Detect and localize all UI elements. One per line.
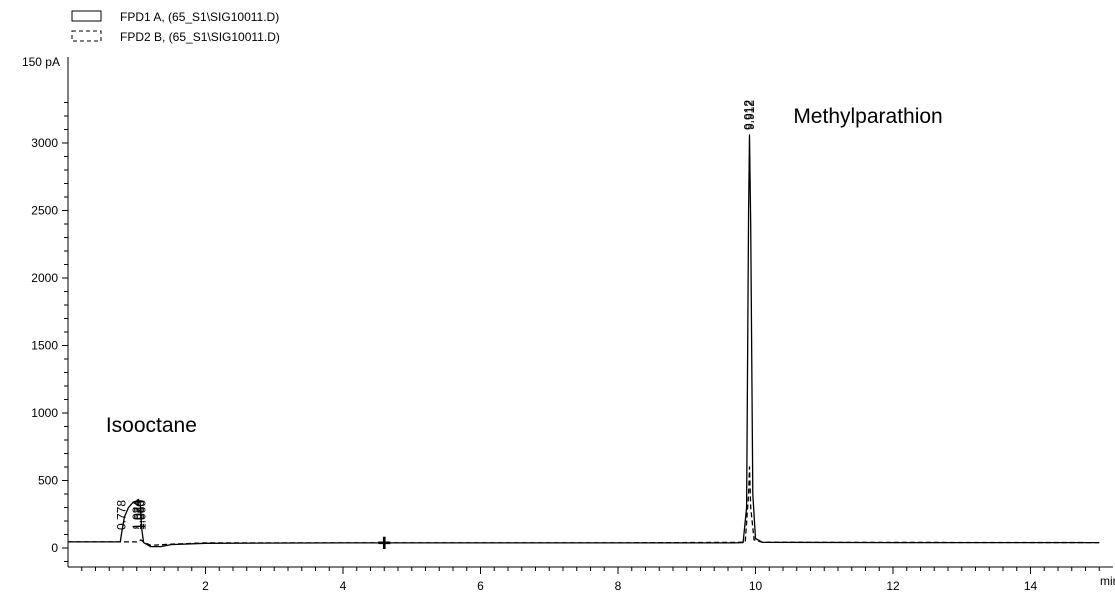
x-tick-label: 4	[340, 579, 347, 593]
peak-label: 1.060	[134, 500, 148, 530]
x-axis-unit-label: min	[1100, 574, 1115, 588]
y-tick-label: 3000	[31, 136, 58, 150]
chart-axes: 150 pA min	[22, 55, 1115, 588]
series-layer	[68, 134, 1100, 548]
y-tick-label: 1000	[31, 406, 58, 420]
x-tick-label: 6	[477, 579, 484, 593]
legend-entry-2: FPD2 B, (65_S1\SIG10011.D)	[120, 30, 280, 44]
legend-swatch-solid	[71, 10, 102, 22]
cursor-marker-layer: +	[377, 530, 391, 557]
compound-annotation: Isooctane	[106, 414, 197, 437]
peak-label: 9.912	[743, 100, 757, 130]
peak-label: 1.024	[130, 500, 144, 530]
series-line-fpd1	[68, 134, 1100, 548]
y-tick-label: 0	[51, 541, 58, 555]
x-tick-label: 10	[749, 579, 763, 593]
peak-label: 1.024	[131, 500, 145, 530]
peak-label: 9.912	[741, 100, 755, 130]
peak-label: 1.060	[133, 500, 147, 530]
y-tick-label: 2000	[31, 271, 58, 285]
compound-annotation: Methylparathion	[793, 105, 942, 128]
series-line-fpd2	[68, 466, 1100, 546]
x-tick-label: 2	[202, 579, 209, 593]
minor-ticks	[64, 102, 1100, 571]
y-axis-top-label: 150 pA	[22, 55, 60, 69]
x-tick-label: 8	[615, 579, 622, 593]
y-tick-label: 500	[38, 474, 58, 488]
legend-swatch-dashed	[71, 30, 102, 42]
y-tick-label: 2500	[31, 204, 58, 218]
x-tick-label: 14	[1024, 579, 1038, 593]
x-tick-label: 12	[886, 579, 900, 593]
x-axis-ticks: 2 4 6 8 10 12 14	[202, 567, 1037, 593]
legend-entry-1: FPD1 A, (65_S1\SIG10011.D)	[120, 10, 279, 24]
y-tick-label: 1500	[31, 339, 58, 353]
peak-label: 0.778	[115, 500, 129, 530]
annotations: Isooctane Methylparathion	[106, 105, 943, 437]
y-axis-ticks: 0 500 1000 1500 2000 2500 3000	[31, 136, 68, 555]
cursor-marker: +	[377, 530, 391, 557]
chart-legend: FPD1 A, (65_S1\SIG10011.D) FPD2 B, (65_S…	[71, 10, 280, 44]
